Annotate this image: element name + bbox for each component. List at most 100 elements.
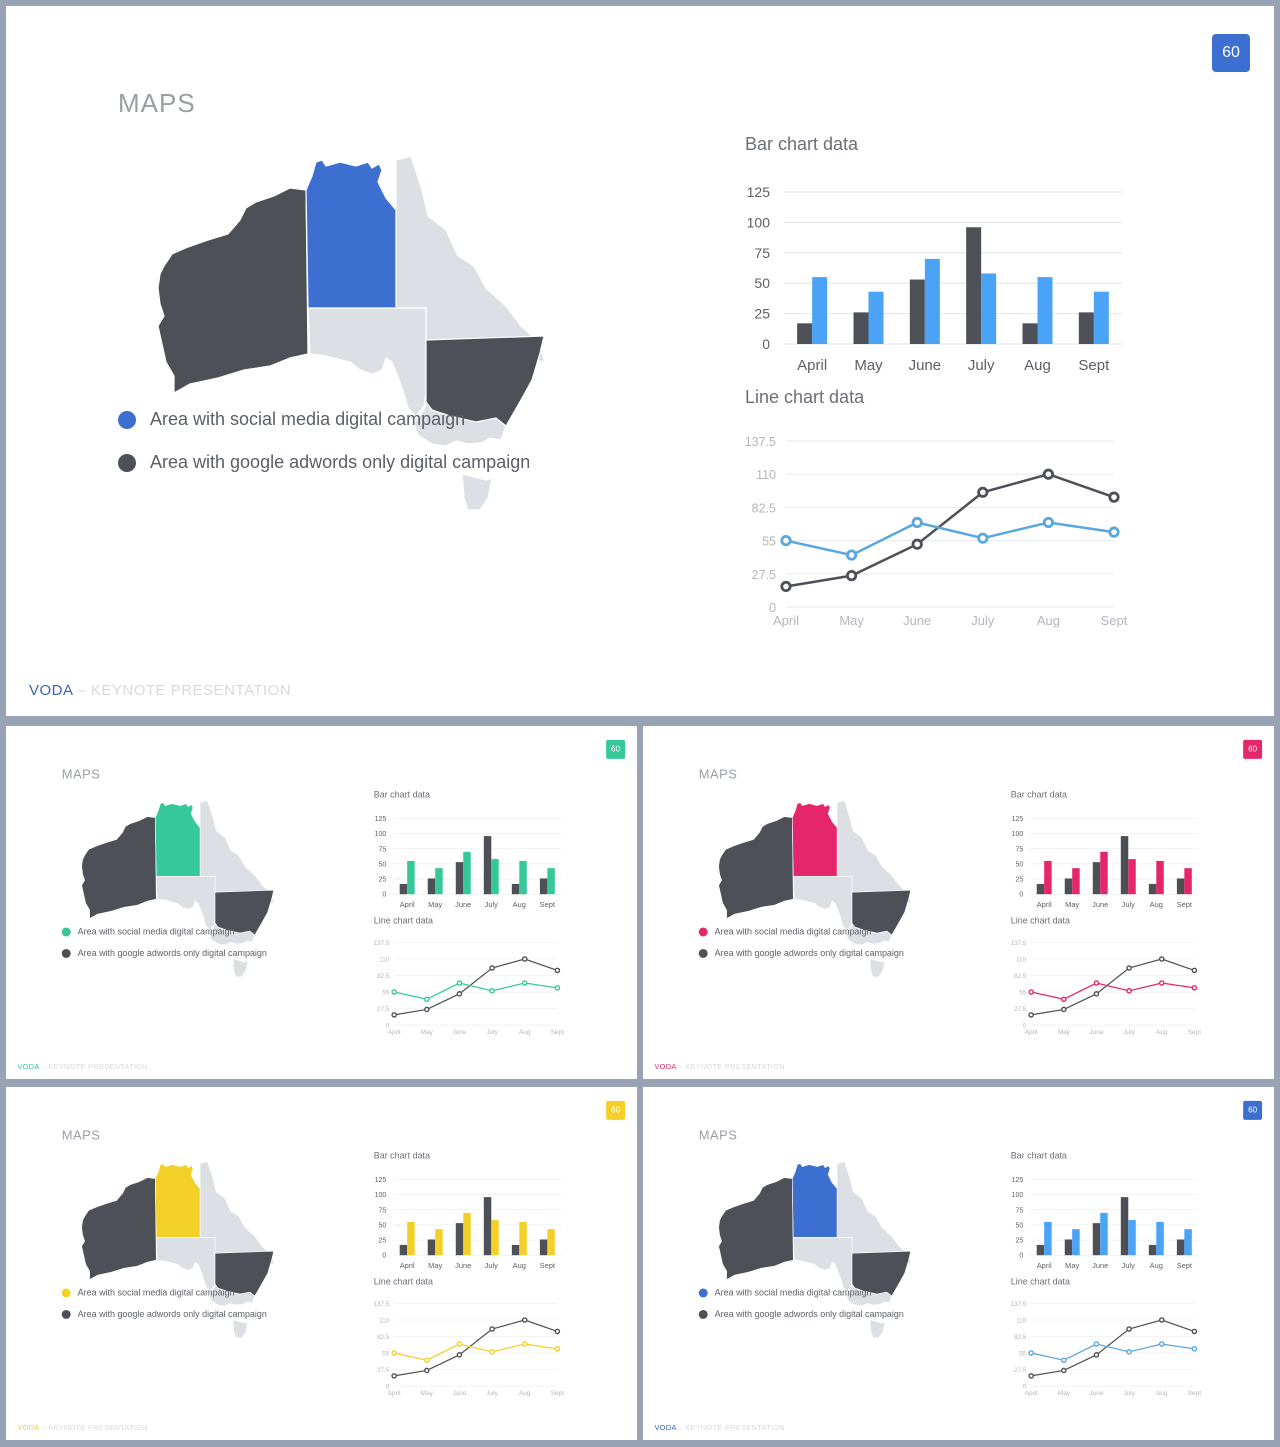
map-region-new-south-wales[interactable] [425,335,545,427]
bar-series-1-aug [1148,1244,1157,1256]
y-tick-label: 137.5 [745,435,776,449]
y-tick-label: 82.5 [377,1334,390,1341]
map-region-new-south-wales[interactable] [214,1250,275,1297]
legend-dot-accent-icon [698,1288,708,1298]
map-region-south-australia[interactable] [792,1236,853,1292]
map-region-western-australia[interactable] [81,816,157,920]
line-point-1-april [391,1012,397,1018]
footer-brand: VODA [654,1423,677,1432]
map-region-western-australia[interactable] [718,1177,794,1281]
line-point-2-sept [1191,1346,1198,1352]
slide-variant-1[interactable]: MAPS 60 Area with social media digital c… [6,6,1274,716]
map-region-western-australia[interactable] [718,816,794,920]
y-tick-label: 25 [754,306,770,322]
y-tick-label: 27.5 [1014,1006,1027,1013]
slide-variant-4[interactable]: MAPS 60 Area with social media digital c… [6,1087,637,1440]
map-region-tasmania[interactable] [869,958,886,978]
map-region-new-south-wales[interactable] [214,889,275,936]
bar-series-1-april [797,323,813,344]
bar-series-2-may [868,291,884,344]
y-tick-label: 55 [1019,990,1026,997]
bar-series-1-sept [1078,312,1094,344]
y-tick-label: 100 [1012,1192,1024,1199]
map-region-new-south-wales[interactable] [851,1250,912,1297]
legend-item-google: Area with google adwords only digital ca… [698,1309,904,1319]
y-tick-label: 0 [1019,892,1023,899]
map-region-northern-territory[interactable] [791,1163,838,1238]
line-series-2 [1031,1343,1195,1361]
line-point-2-aug [1042,516,1054,529]
slide-variant-2[interactable]: MAPS 60 Area with social media digital c… [6,726,637,1079]
y-tick-label: 0 [1019,1253,1023,1260]
slide-variant-3[interactable]: MAPS 60 Area with social media digital c… [643,726,1274,1079]
line-point-1-may [846,570,858,582]
x-tick-label: July [485,900,499,909]
line-point-2-july [489,1349,495,1355]
footer-brand: VODA [17,1062,40,1071]
x-tick-label: July [486,1390,498,1397]
map-region-tasmania[interactable] [869,1319,886,1339]
bar-series-1-april [399,1244,408,1256]
bar-series-1-july [1120,1197,1129,1256]
map-region-south-australia[interactable] [307,307,427,417]
y-tick-label: 75 [754,245,770,261]
map-region-tasmania[interactable] [232,958,249,978]
x-tick-label: April [1037,1261,1052,1270]
line-point-2-june [456,1341,463,1347]
bar-chart: 0 25 50 75 100 125 April May June July Aug Sept [1012,1177,1199,1270]
x-tick-label: April [797,357,827,374]
x-tick-label: May [1058,1390,1071,1397]
x-tick-label: July [971,613,995,628]
slide-variant-5[interactable]: MAPS 60 Area with social media digital c… [643,1087,1274,1440]
x-tick-label: Sept [551,1390,564,1397]
map-region-northern-territory[interactable] [791,802,838,877]
bar-series-1-may [427,878,436,895]
bar-series-2-aug [1156,1221,1164,1256]
map-region-south-australia[interactable] [155,875,216,931]
legend-dot-accent-icon [61,1288,71,1298]
line-point-2-aug [1158,1341,1165,1347]
line-point-2-aug [521,1341,528,1347]
map-region-new-south-wales[interactable] [851,889,912,936]
line-point-1-aug [521,1317,528,1323]
line-chart: 0 27.5 55 82.5 110 137.5 April May June July Aug Se… [1011,1301,1202,1397]
line-point-1-july [1126,1326,1132,1332]
x-tick-label: Aug [1156,1029,1168,1036]
legend-dot-accent-icon [698,927,708,937]
line-point-1-june [1093,991,1100,997]
bar-series-2-sept [1184,868,1192,895]
map-region-northern-territory[interactable] [154,802,201,877]
line-point-1-may [1061,1367,1067,1374]
bar-chart: 0 25 50 75 100 125 April May June July Aug Sept [375,1177,562,1270]
line-series-2 [785,521,1115,557]
footer-dash: – [676,1062,686,1071]
map-region-western-australia[interactable] [157,187,309,395]
map-region-tasmania[interactable] [461,473,493,511]
map-region-western-australia[interactable] [81,1177,157,1281]
y-tick-label: 110 [1016,1317,1026,1324]
line-point-2-aug [521,980,528,986]
x-tick-label: Sept [1188,1390,1201,1397]
x-tick-label: June [455,1261,471,1270]
legend-label-google: Area with google adwords only digital ca… [77,947,267,958]
map-region-tasmania[interactable] [232,1319,249,1339]
y-tick-label: 55 [1019,1351,1026,1358]
map-region-south-australia[interactable] [792,875,853,931]
y-tick-label: 27.5 [1014,1367,1027,1374]
legend-dot-dark-icon [698,1309,708,1319]
y-tick-label: 27.5 [752,568,776,582]
line-point-2-july [1126,1349,1132,1355]
map-region-northern-territory[interactable] [305,159,397,309]
line-series-1 [394,958,558,1016]
line-series-1 [394,1319,558,1377]
y-tick-label: 25 [378,1238,386,1245]
line-point-1-july [1126,965,1132,971]
footer-subtitle: KEYNOTE PRESENTATION [685,1423,785,1432]
map-region-south-australia[interactable] [155,1236,216,1292]
legend-label-social: Area with social media digital campaign [77,926,235,937]
y-tick-label: 137.5 [374,1301,390,1308]
footer: VODA – KEYNOTE PRESENTATION [654,1062,784,1070]
line-point-2-aug [1158,980,1165,986]
bar-series-1-june [455,1223,464,1256]
map-region-northern-territory[interactable] [154,1163,201,1238]
